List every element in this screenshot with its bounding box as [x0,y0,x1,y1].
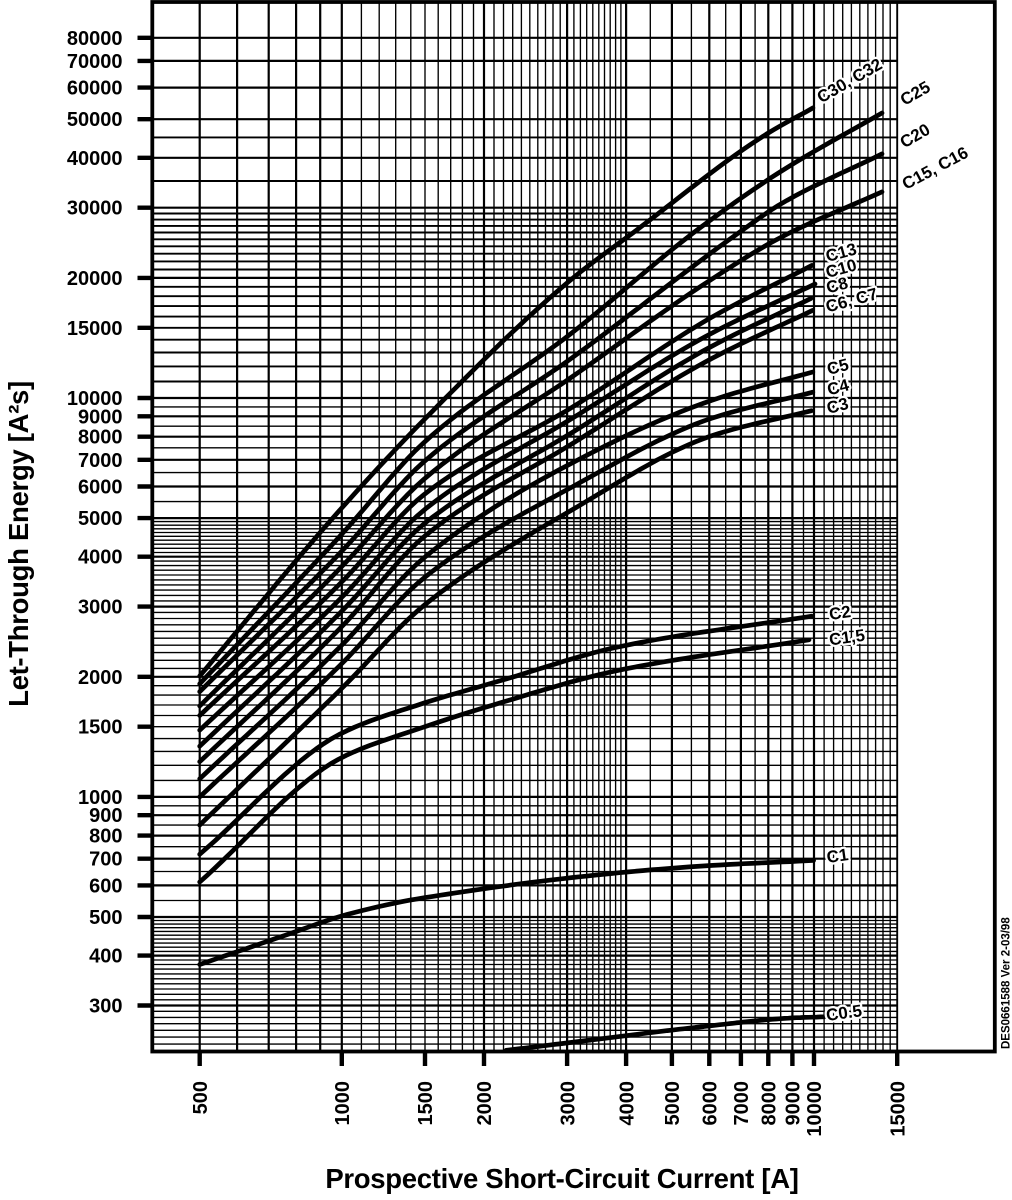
svg-text:3000: 3000 [557,1081,579,1126]
svg-text:15000: 15000 [67,318,123,340]
svg-text:600: 600 [89,875,122,897]
svg-text:9000: 9000 [783,1081,805,1126]
svg-text:10000: 10000 [67,388,123,410]
svg-text:1000: 1000 [332,1081,354,1126]
svg-text:1500: 1500 [415,1081,437,1126]
svg-text:700: 700 [89,849,122,871]
svg-text:C1: C1 [825,845,849,867]
svg-text:500: 500 [190,1081,212,1114]
svg-text:Prospective Short-Circuit Curr: Prospective Short-Circuit Current [A] [325,1163,798,1194]
svg-text:20000: 20000 [67,268,123,290]
svg-text:8000: 8000 [78,427,123,449]
svg-text:300: 300 [89,996,122,1018]
svg-text:2000: 2000 [474,1081,496,1126]
svg-text:4000: 4000 [78,547,123,569]
svg-text:30000: 30000 [67,198,123,220]
svg-text:60000: 60000 [67,78,123,100]
svg-text:2000: 2000 [78,667,123,689]
svg-text:80000: 80000 [67,28,123,50]
svg-text:C2: C2 [828,602,852,624]
svg-text:50000: 50000 [67,109,123,131]
svg-text:7000: 7000 [78,450,123,472]
svg-text:70000: 70000 [67,51,123,73]
svg-text:DES0661588 Ver 2-03/98: DES0661588 Ver 2-03/98 [1001,917,1012,1049]
svg-text:4000: 4000 [616,1081,638,1126]
svg-text:C0.5: C0.5 [825,1001,863,1025]
svg-text:5000: 5000 [662,1081,684,1126]
svg-text:6000: 6000 [78,477,123,499]
svg-text:500: 500 [89,907,122,929]
svg-text:900: 900 [89,805,122,827]
svg-text:10000: 10000 [804,1081,826,1137]
svg-text:1000: 1000 [78,787,123,809]
svg-text:40000: 40000 [67,148,123,170]
svg-text:6000: 6000 [700,1081,722,1126]
svg-text:800: 800 [89,826,122,848]
svg-text:Let-Through Energy [A²s]: Let-Through Energy [A²s] [3,381,34,707]
svg-text:3000: 3000 [78,597,123,619]
svg-text:5000: 5000 [78,508,123,530]
svg-text:15000: 15000 [887,1081,909,1137]
svg-text:400: 400 [89,946,122,968]
svg-text:7000: 7000 [731,1081,753,1126]
svg-text:9000: 9000 [78,406,123,428]
svg-text:1500: 1500 [78,717,123,739]
svg-text:8000: 8000 [759,1081,781,1126]
